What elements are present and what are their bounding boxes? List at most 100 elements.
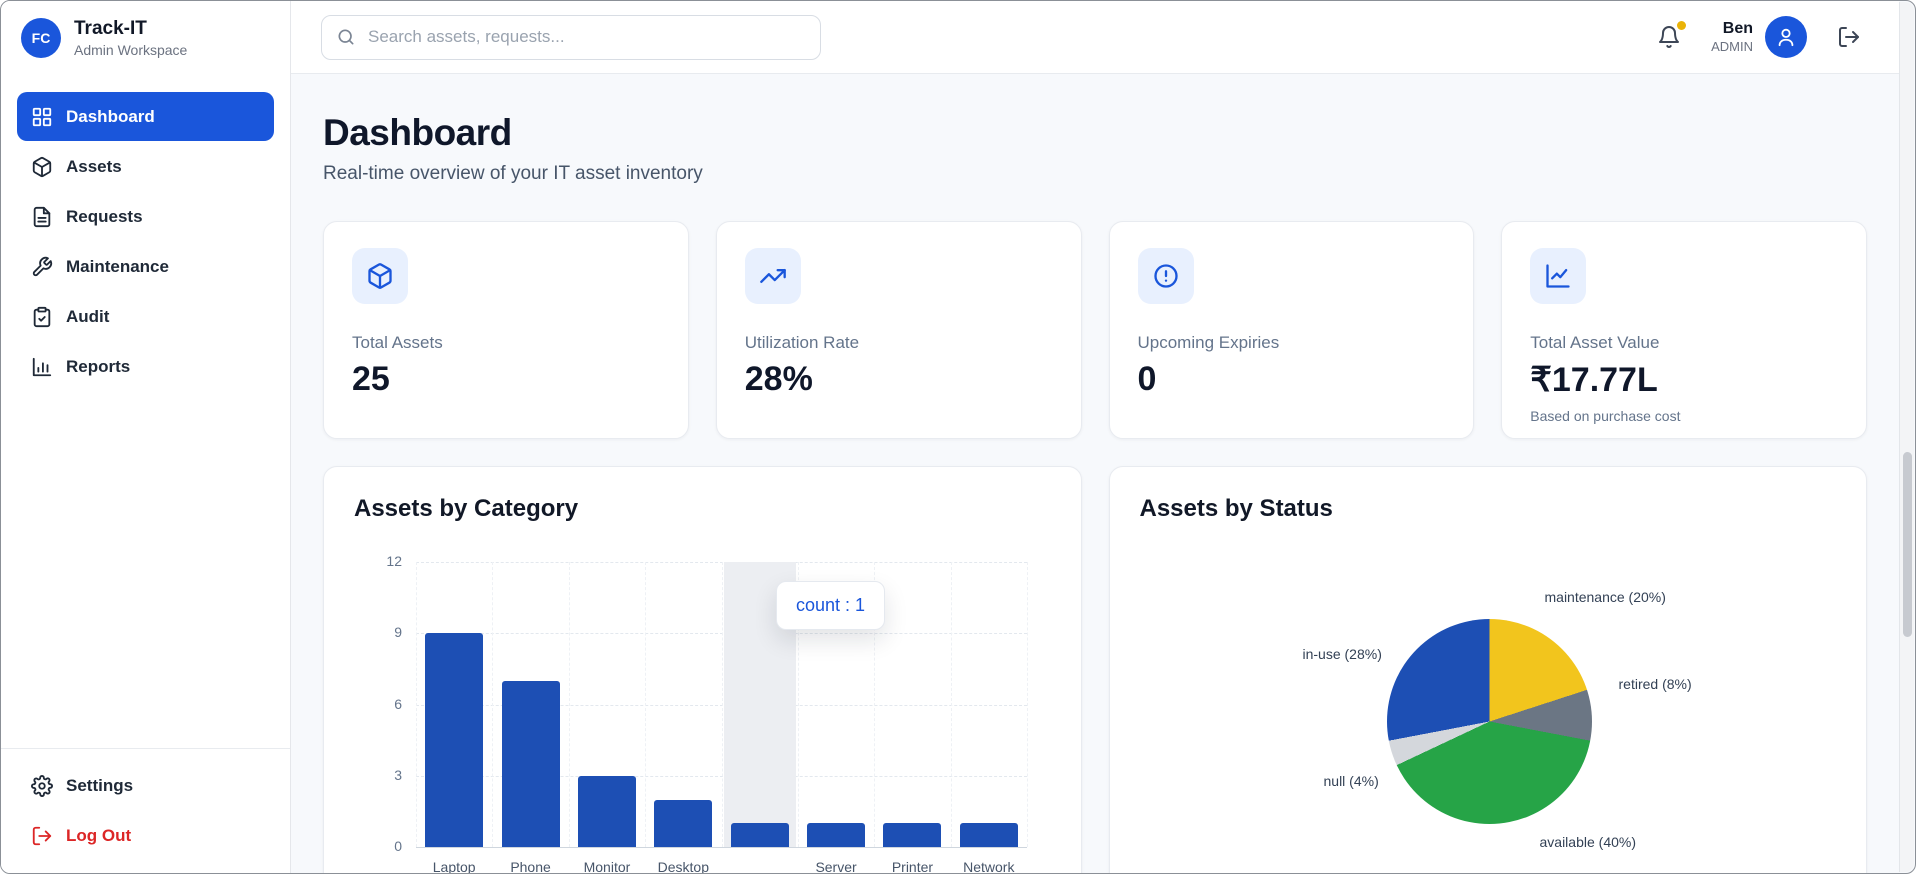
pie-label-retired: retired (8%) [1618, 676, 1692, 692]
y-axis-tick: 0 [394, 838, 402, 854]
bar-network-switch[interactable] [959, 823, 1018, 847]
chart-tooltip: count : 1 [776, 581, 886, 630]
sidebar-nav: Dashboard Assets Requests Maintenance Audit R… [1, 74, 290, 748]
bar-highlighted[interactable] [730, 823, 789, 847]
barchart-icon [31, 356, 53, 378]
grid-line [492, 562, 494, 847]
brand-text: Track-IT Admin Workspace [74, 18, 187, 58]
stat-label: Total Assets [352, 333, 443, 352]
sidebar-item-dashboard[interactable]: Dashboard [17, 92, 274, 141]
alert-icon [1152, 262, 1180, 290]
stat-label: Utilization Rate [744, 333, 860, 352]
sidebar-item-audit[interactable]: Audit [17, 292, 274, 341]
trend-icon [759, 262, 787, 290]
bar-laptop[interactable] [425, 633, 484, 847]
grid-line [416, 562, 417, 847]
stat-value: 25 [352, 360, 390, 398]
bar-printer[interactable] [883, 823, 942, 847]
bar-x-label: Printer [891, 859, 934, 873]
grid-line [797, 562, 799, 847]
main-content: Dashboard Real-time overview of your IT … [291, 74, 1899, 873]
assets-by-category-card: Assets by Category 0 3 6 9 12 Laptop Phone Moni… [323, 466, 1082, 873]
notifications-button[interactable] [1653, 21, 1687, 53]
sidebar-item-settings[interactable]: Settings [17, 761, 274, 810]
sidebar-item-label: Assets [66, 156, 122, 176]
bar-chart: 0 3 6 9 12 Laptop Phone Monitor Desktop Server Pri… [354, 541, 1051, 873]
y-axis-tick: 3 [394, 766, 402, 783]
assets-by-status-card: Assets by Status maintenance (20%) retire… [1108, 466, 1867, 873]
stat-value: 28% [744, 360, 813, 398]
bar-x-label: Phone [510, 859, 551, 873]
brand: FC Track-IT Admin Workspace [1, 1, 290, 74]
stat-card-total-assets: Total Assets 25 [323, 221, 689, 439]
scrollbar-thumb[interactable] [1903, 452, 1912, 637]
sidebar-footer: Settings Log Out [1, 748, 290, 873]
bar-x-label: Network Switch [963, 859, 1015, 873]
stat-card-total-asset-value: Total Asset Value ₹17.77L Based on purchas… [1501, 221, 1867, 439]
scrollbar[interactable] [1899, 2, 1914, 872]
stat-label: Total Asset Value [1530, 333, 1660, 352]
sidebar-item-assets[interactable]: Assets [17, 142, 274, 191]
pie-graphic[interactable] [1386, 619, 1592, 824]
page-subtitle: Real-time overview of your IT asset inve… [323, 163, 703, 184]
stat-label: Upcoming Expiries [1137, 333, 1280, 352]
stat-value: 0 [1137, 360, 1157, 398]
logout-icon [31, 825, 53, 847]
grid-line [568, 562, 570, 847]
bell-icon [1657, 25, 1681, 49]
stat-caption: Based on purchase cost [1530, 408, 1681, 424]
sidebar-item-requests[interactable]: Requests [17, 192, 274, 241]
stat-value: ₹17.77L [1530, 361, 1658, 399]
search-icon [336, 27, 356, 47]
bar-phone[interactable] [501, 680, 560, 847]
avatar[interactable] [1765, 16, 1807, 58]
pie-chart-title: Assets by Status [1139, 495, 1333, 522]
stat-card-upcoming-expiries: Upcoming Expiries 0 [1108, 221, 1475, 439]
search-box [321, 14, 821, 60]
sidebar-item-label: Settings [66, 775, 134, 795]
file-icon [31, 206, 53, 228]
bar-chart-title: Assets by Category [354, 495, 579, 522]
pie-label-maintenance: maintenance (20%) [1544, 589, 1666, 605]
notification-dot [1677, 21, 1687, 30]
box-icon [366, 262, 394, 290]
bar-x-label: Desktop [657, 859, 709, 873]
grid-line [645, 562, 647, 847]
stat-icon-tile [1137, 248, 1194, 304]
linechart-icon [1544, 262, 1572, 290]
sidebar-item-label: Dashboard [66, 106, 155, 126]
bar-desktop[interactable] [654, 799, 713, 847]
y-axis-tick: 9 [394, 624, 402, 641]
pie-label-in-use: in-use (28%) [1302, 646, 1382, 662]
grid-line [874, 562, 876, 847]
wrench-icon [31, 256, 53, 278]
sidebar-item-log-out[interactable]: Log Out [17, 811, 274, 860]
sidebar-item-label: Log Out [66, 825, 132, 845]
bar-x-label: Monitor [583, 859, 631, 873]
sidebar-item-reports[interactable]: Reports [17, 342, 274, 391]
bar-monitor[interactable] [577, 775, 636, 847]
user-meta: Ben ADMIN [1711, 20, 1753, 54]
sidebar-item-label: Audit [66, 306, 110, 326]
search-input[interactable] [321, 14, 821, 60]
bar-server[interactable] [807, 823, 866, 847]
sidebar-item-maintenance[interactable]: Maintenance [17, 242, 274, 291]
sidebar-item-label: Reports [66, 356, 131, 376]
pie-chart: maintenance (20%) retired (8%) available (… [1140, 541, 1837, 873]
gear-icon [31, 774, 53, 797]
grid-line [950, 562, 952, 847]
pie-label-available: available (40%) [1539, 834, 1637, 850]
logout-icon-button[interactable] [1837, 25, 1861, 49]
sidebar-item-label: Maintenance [66, 256, 169, 276]
grid-icon [31, 106, 53, 128]
bar-x-label: Laptop [432, 859, 476, 873]
app-logo: FC [21, 18, 61, 58]
page-title: Dashboard [323, 112, 512, 153]
sidebar: FC Track-IT Admin Workspace Dashboard Ass… [1, 1, 291, 873]
stat-icon-tile [1530, 248, 1587, 304]
y-axis-tick: 12 [386, 553, 402, 569]
user-role: ADMIN [1711, 39, 1753, 54]
stat-icon-tile [352, 248, 408, 304]
topbar-right: Ben ADMIN [1653, 16, 1861, 58]
